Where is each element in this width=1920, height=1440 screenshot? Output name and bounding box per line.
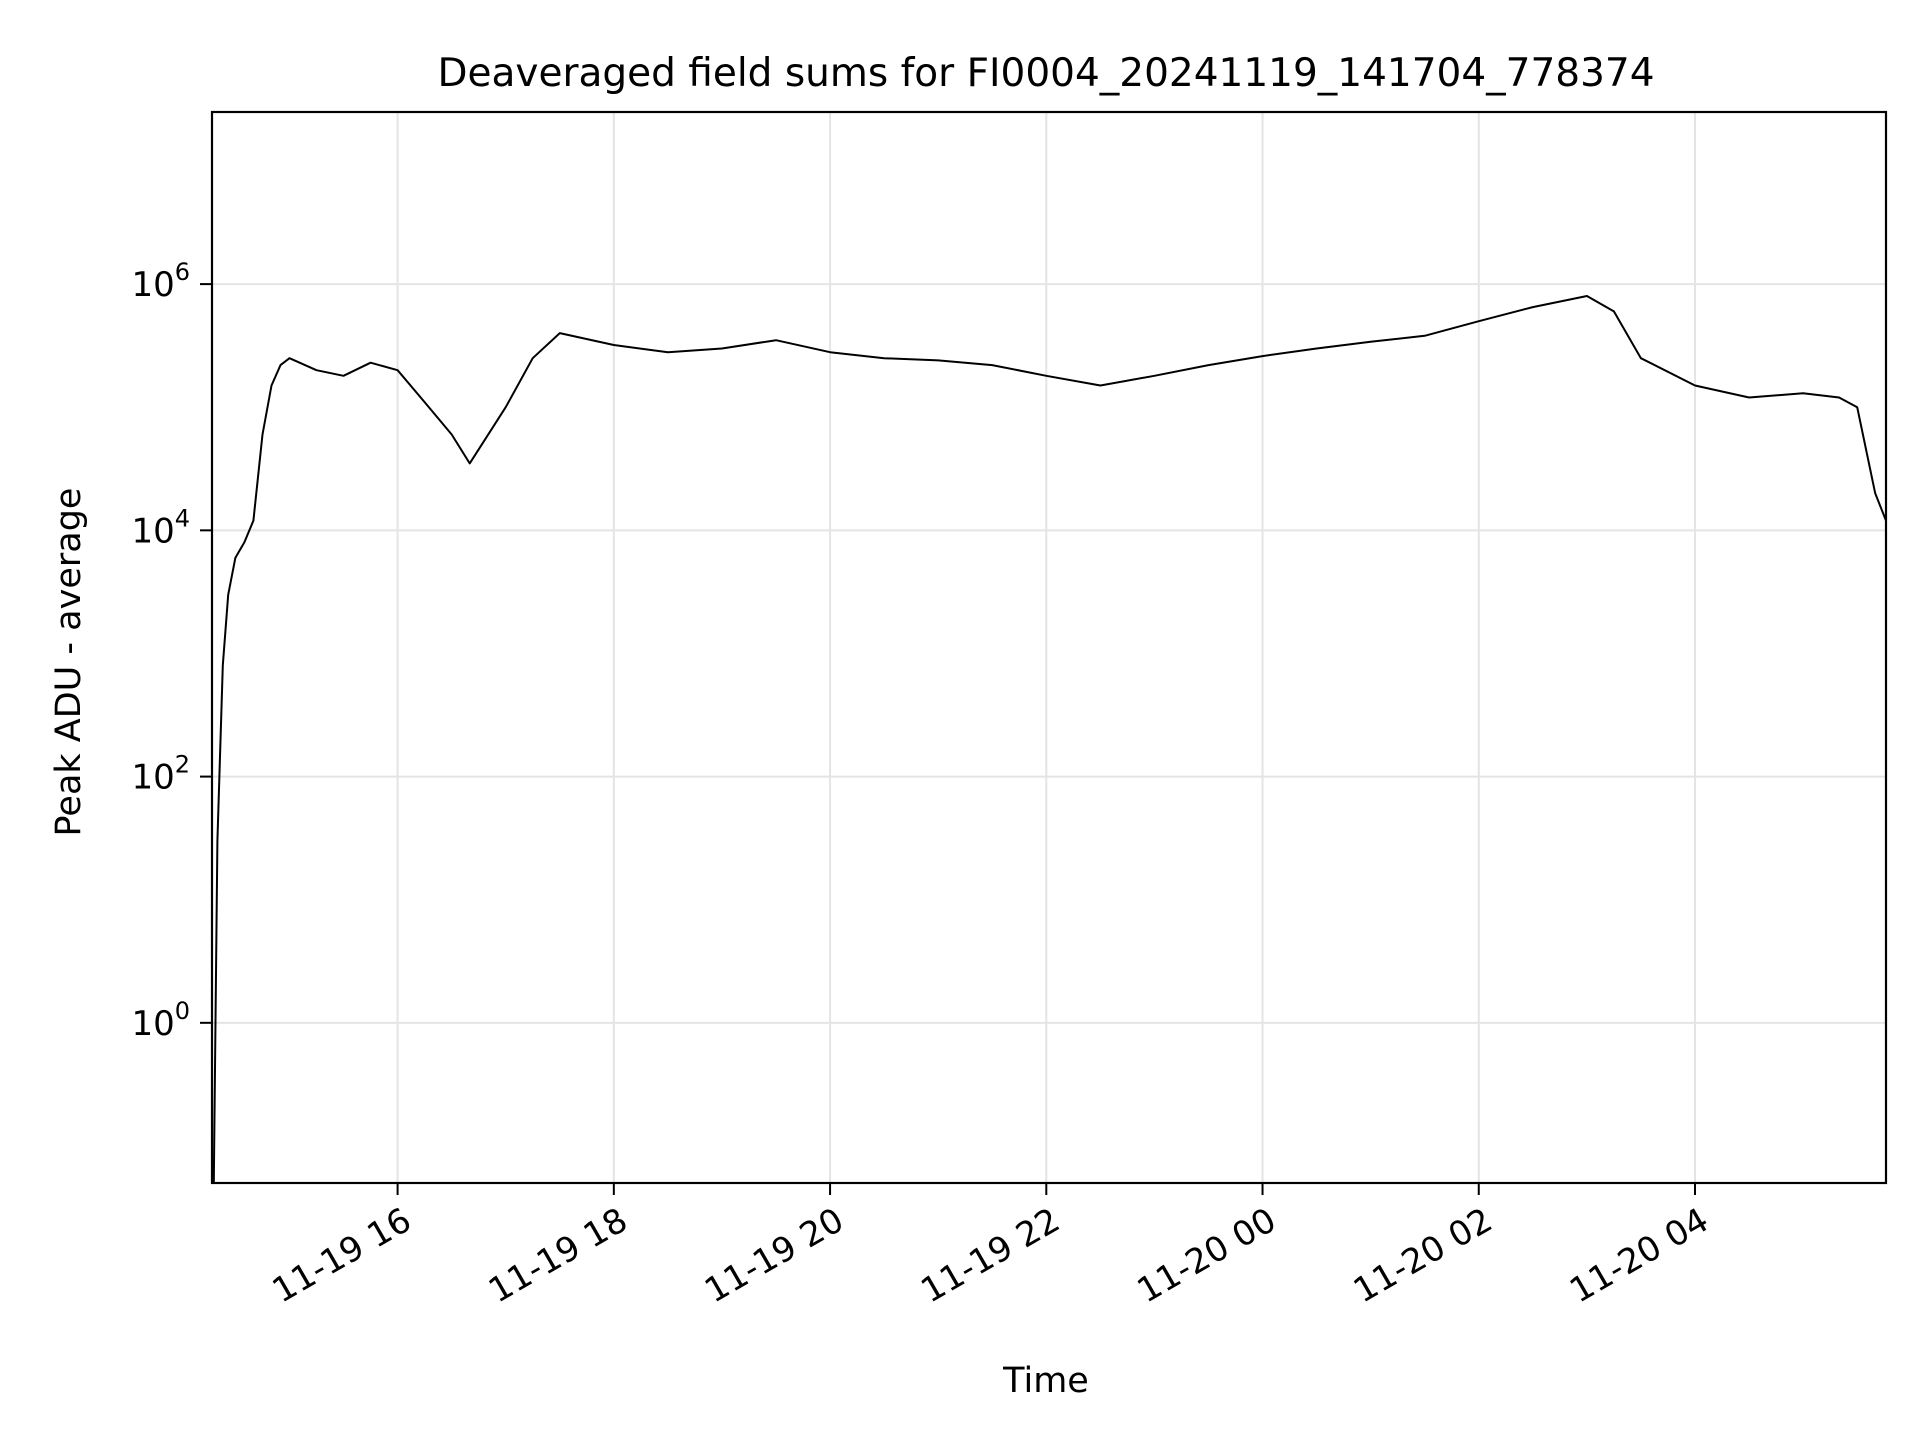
series-line bbox=[212, 295, 1886, 1183]
plot-frame bbox=[210, 110, 1888, 1185]
y-tick-label: 106 bbox=[131, 258, 190, 305]
y-tick-label: 100 bbox=[131, 997, 190, 1044]
series-layer bbox=[212, 295, 1886, 1183]
y-axis-ticks: 100 102 104 106 bbox=[131, 258, 212, 1044]
grid-lines bbox=[212, 112, 1886, 1183]
chart-title: Deaveraged field sums for FI0004_2024111… bbox=[437, 51, 1654, 96]
y-tick-label: 104 bbox=[131, 504, 190, 551]
x-axis-label: Time bbox=[1002, 1361, 1089, 1401]
y-axis-label: Peak ADU - average bbox=[49, 488, 89, 837]
y-tick-label: 102 bbox=[131, 751, 190, 798]
